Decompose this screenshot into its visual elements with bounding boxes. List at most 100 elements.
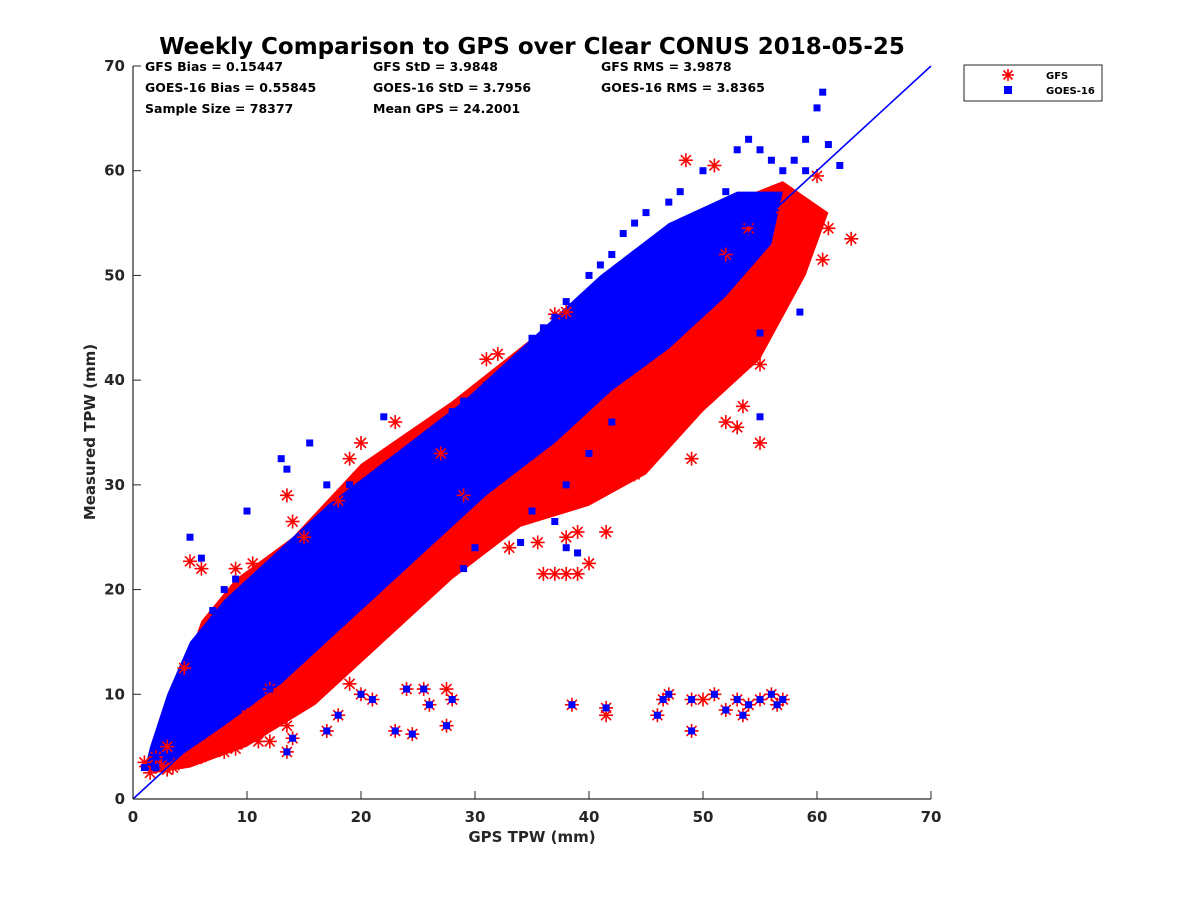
goes16-point bbox=[733, 696, 741, 704]
gfs-point bbox=[730, 420, 745, 435]
gfs-point bbox=[439, 682, 454, 697]
goes16-point bbox=[494, 376, 502, 384]
legend-goes-marker bbox=[1004, 86, 1012, 94]
goes16-point bbox=[471, 470, 479, 478]
goes16-point bbox=[802, 135, 810, 143]
gfs-point bbox=[547, 566, 562, 581]
goes16-point bbox=[653, 303, 661, 311]
goes16-point bbox=[631, 219, 639, 227]
goes16-point bbox=[448, 696, 456, 704]
y-tick-label: 40 bbox=[104, 371, 125, 389]
gfs-point bbox=[753, 278, 767, 293]
gfs-point bbox=[707, 158, 722, 173]
gfs-point bbox=[844, 231, 859, 246]
goes16-point bbox=[334, 711, 342, 719]
goes16-point bbox=[283, 465, 291, 473]
sample-size-text: Sample Size = 78377 bbox=[145, 101, 293, 116]
gfs-point bbox=[821, 221, 836, 236]
gfs-point bbox=[183, 554, 197, 569]
goes16-point bbox=[243, 507, 251, 515]
y-tick-label: 30 bbox=[104, 476, 125, 494]
goes16-point bbox=[528, 507, 536, 515]
goes16-point bbox=[346, 481, 354, 489]
goes16-point bbox=[608, 250, 616, 258]
goes16-point bbox=[745, 135, 753, 143]
goes16-point bbox=[585, 449, 593, 457]
goes16-point bbox=[368, 696, 376, 704]
goes16-point bbox=[517, 429, 525, 436]
goes16-point bbox=[642, 209, 650, 217]
gfs-point bbox=[228, 561, 243, 576]
goes16-point bbox=[608, 418, 616, 426]
gfs-point bbox=[279, 718, 294, 733]
gfs-point bbox=[177, 661, 192, 676]
axis-ticks: 0 10 20 30 40 50 60 70 0 10 20 30 40 50 60 70 bbox=[104, 57, 941, 826]
gfs-point bbox=[354, 634, 368, 649]
gfs-point bbox=[171, 756, 186, 771]
goes16-point bbox=[209, 711, 217, 719]
goes16-point bbox=[722, 706, 730, 714]
gfs-point bbox=[279, 488, 294, 503]
gfs-point bbox=[696, 352, 710, 367]
gfs-point bbox=[388, 415, 403, 430]
goes16-point bbox=[289, 638, 297, 646]
gfs-point bbox=[433, 446, 448, 461]
goes16-point bbox=[380, 554, 388, 562]
x-tick-label: 50 bbox=[693, 808, 714, 826]
x-tick-label: 30 bbox=[465, 808, 486, 826]
goes16-point bbox=[460, 397, 468, 405]
goes16-point bbox=[733, 146, 741, 154]
gfs-point bbox=[245, 556, 260, 571]
y-tick-label: 0 bbox=[115, 790, 125, 808]
goes16-point bbox=[722, 240, 730, 248]
goes16-point bbox=[448, 408, 456, 416]
y-tick-label: 10 bbox=[104, 685, 125, 703]
gfs-point bbox=[251, 734, 266, 749]
gfs-rms-text: GFS RMS = 3.9878 bbox=[601, 59, 732, 74]
goes16-point bbox=[448, 491, 456, 499]
legend-box bbox=[963, 64, 1103, 102]
x-tick-label: 70 bbox=[921, 808, 942, 826]
goes-bias-text: GOES-16 Bias = 0.55845 bbox=[145, 80, 316, 95]
goes16-point bbox=[357, 575, 365, 583]
gfs-point bbox=[684, 451, 699, 466]
goes16-point bbox=[773, 701, 781, 709]
gfs-point bbox=[656, 388, 671, 403]
goes16-point bbox=[414, 449, 422, 457]
goes16-point bbox=[665, 690, 673, 698]
goes16-point bbox=[277, 455, 285, 463]
gfs-point bbox=[775, 205, 790, 220]
goes16-point bbox=[266, 659, 274, 667]
goes16-point bbox=[659, 696, 667, 704]
goes16-point bbox=[266, 627, 274, 635]
goes16-point bbox=[243, 680, 251, 688]
goes16-point bbox=[756, 329, 764, 337]
x-tick-label: 10 bbox=[237, 808, 258, 826]
goes16-point bbox=[323, 481, 331, 489]
legend-gfs-marker bbox=[1002, 69, 1014, 81]
goes16-point bbox=[254, 669, 262, 677]
goes16-point bbox=[574, 549, 582, 557]
goes16-point bbox=[688, 696, 696, 704]
goes16-point bbox=[232, 690, 240, 698]
goes16-point bbox=[357, 690, 365, 698]
goes16-point bbox=[756, 696, 764, 704]
x-tick-label: 20 bbox=[351, 808, 372, 826]
data-points-layer bbox=[137, 88, 859, 780]
goes16-point bbox=[562, 387, 570, 395]
gfs-point bbox=[160, 739, 175, 754]
x-tick-label: 40 bbox=[579, 808, 600, 826]
gfs-point bbox=[354, 435, 368, 450]
goes16-point bbox=[391, 727, 399, 735]
point-cloud-layer bbox=[142, 181, 829, 773]
goes16-point bbox=[403, 533, 411, 541]
x-tick-label: 60 bbox=[807, 808, 828, 826]
goes16-point bbox=[562, 298, 570, 306]
gfs-point bbox=[661, 373, 676, 388]
goes16-point bbox=[209, 607, 217, 615]
goes16-point bbox=[283, 748, 291, 756]
goes16-point bbox=[585, 366, 593, 374]
gfs-point bbox=[342, 451, 357, 466]
gfs-point bbox=[787, 257, 802, 272]
